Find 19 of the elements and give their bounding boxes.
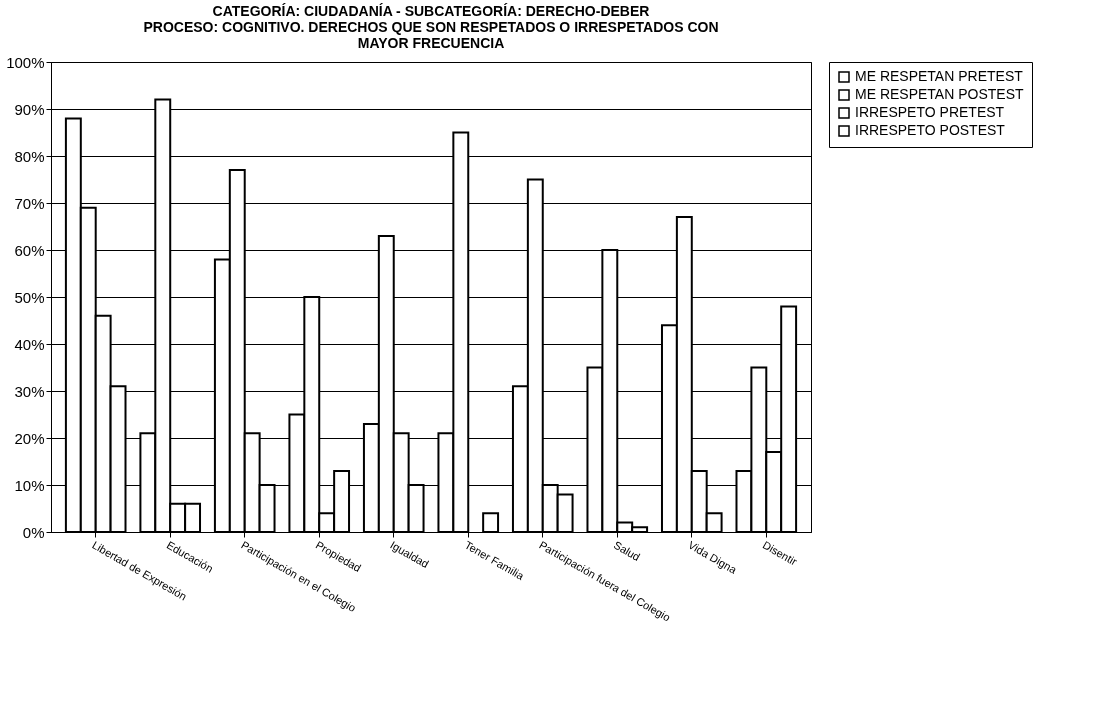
legend-label: IRRESPETO POSTEST xyxy=(855,122,1006,138)
text: PROCESO: COGNITIVO. DERECHOS QUE SON RESPETADOS O IRRESPETADOS CON xyxy=(143,19,719,35)
y-tick-label: 100% xyxy=(6,53,45,71)
text: MAYOR FRECUENCIA xyxy=(357,35,505,51)
y-tick-label: 70% xyxy=(14,194,45,212)
y-tick-label: 10% xyxy=(14,476,45,494)
text: CATEGORÍA: CIUDADANÍA - SUBCATEGORÍA: DERECHO-DEBER xyxy=(212,3,650,19)
y-tick-label: 40% xyxy=(14,335,45,353)
y-tick-label: 60% xyxy=(14,241,45,259)
bar xyxy=(482,512,500,533)
y-tick-label: 50% xyxy=(14,288,45,306)
y-tick-label: 20% xyxy=(14,429,45,447)
y-tick-label: 0% xyxy=(22,523,45,541)
y-tick-label: 80% xyxy=(14,147,45,165)
y-tick-label: 90% xyxy=(14,100,45,118)
legend-label: ME RESPETAN PRETEST xyxy=(855,68,1024,84)
legend-label: ME RESPETAN POSTEST xyxy=(855,86,1024,102)
legend-label: IRRESPETO PRETEST xyxy=(855,104,1005,120)
y-tick-label: 30% xyxy=(14,382,45,400)
